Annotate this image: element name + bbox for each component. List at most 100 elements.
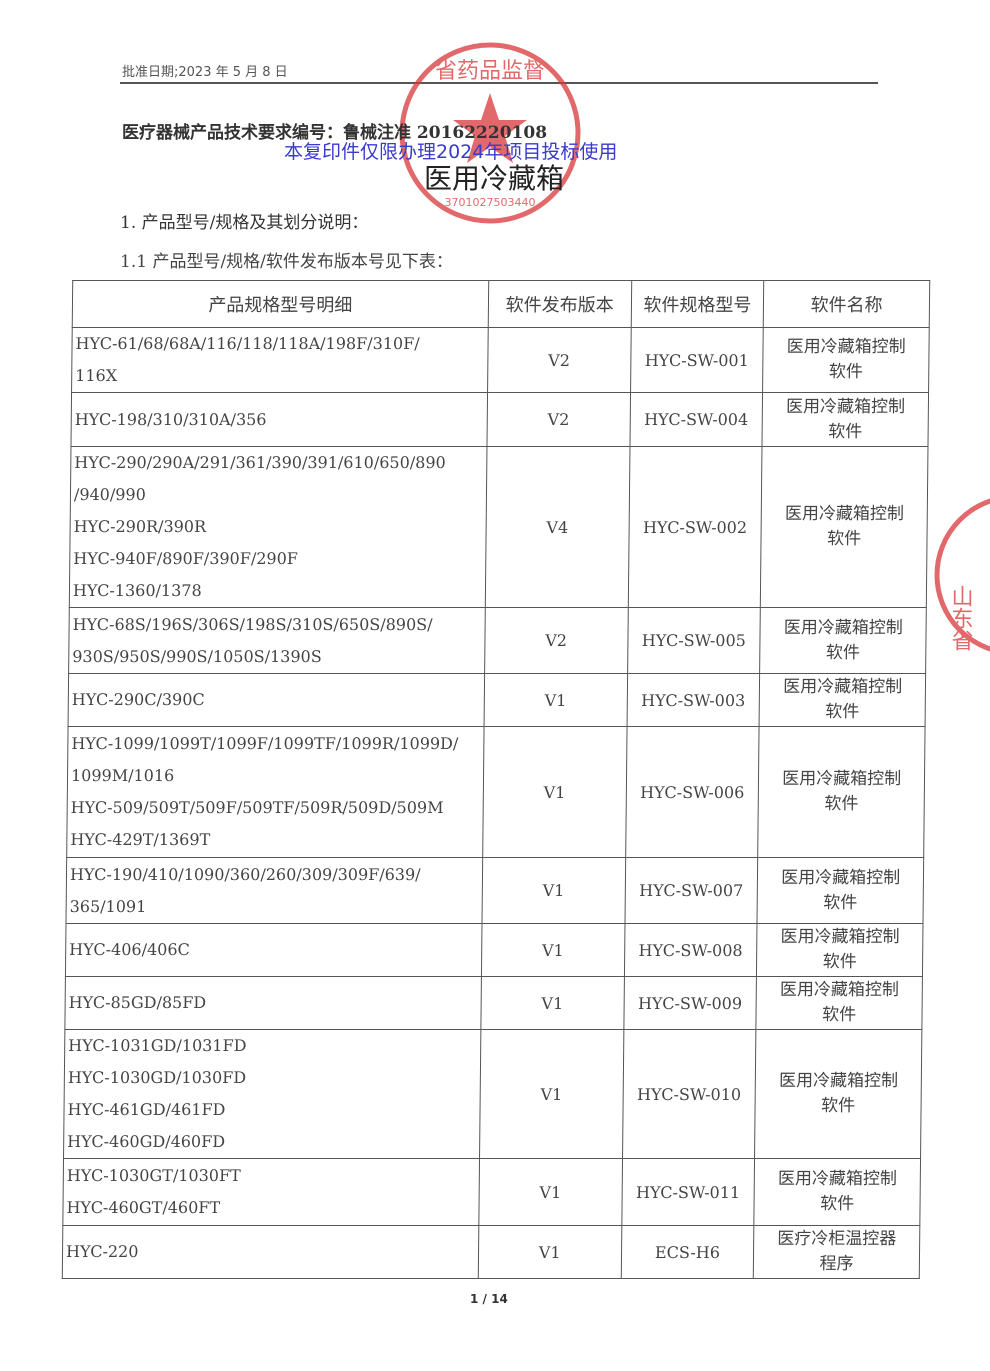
cell-models-line: HYC-61/68/68A/116/118/118A/198F/310F/ — [75, 334, 420, 353]
cell-software-name-line: 医用冷藏箱控制 — [779, 980, 900, 1000]
cell-models: HYC-1099/1099T/1099F/1099TF/1099R/1099D/… — [66, 726, 484, 858]
cell-software-name-line: 软件 — [823, 892, 858, 913]
cell-models-line: HYC-429T/1369T — [70, 830, 211, 849]
cell-software-name: 医疗冷柜温控器 程序 — [753, 1225, 920, 1279]
cell-models-line: HYC-290R/390R — [73, 517, 207, 536]
table-row: HYC-68S/196S/306S/198S/310S/650S/890S/93… — [68, 607, 927, 674]
cell-models-line: HYC-1030GD/1030FD — [67, 1068, 247, 1087]
cell-spec: HYC-SW-006 — [625, 726, 760, 858]
cell-models: HYC-290/290A/291/361/390/391/610/650/890… — [69, 446, 487, 608]
cell-spec: HYC-SW-002 — [627, 446, 763, 608]
cell-software-name: 医用冷藏箱控制 软件 — [757, 857, 924, 924]
table-row: HYC-1030GT/1030FT HYC-460GT/460FT V1 HYC-SW… — [62, 1158, 921, 1226]
cell-software-name-line: 医用冷藏箱控制 — [778, 1071, 899, 1091]
section-heading: 1. 产品型号/规格及其划分说明： — [120, 213, 369, 233]
cell-version: V1 — [479, 1029, 624, 1159]
table-row: HYC-1099/1099T/1099F/1099TF/1099R/1099D/… — [66, 726, 926, 858]
cell-software-name-line: 软件 — [822, 1005, 857, 1025]
cell-models: HYC-1030GT/1030FT HYC-460GT/460FT — [62, 1158, 480, 1226]
watermark-text: 本复印件仅限办理2024年项目投标使用 — [284, 141, 618, 163]
cell-software-name: 医用冷藏箱控制 软件 — [762, 327, 930, 393]
cell-spec: HYC-SW-011 — [621, 1158, 755, 1226]
cell-spec: HYC-SW-003 — [626, 673, 760, 727]
table-row: HYC-290C/390C V1 HYC-SW-003 医用冷藏箱控制 软件 — [68, 673, 926, 727]
cell-software-name: 医用冷藏箱控制 软件 — [759, 673, 926, 727]
cell-version: V4 — [485, 446, 630, 608]
subsection-heading: 1.1 产品型号/规格/软件发布版本号见下表： — [120, 252, 453, 272]
table-row: HYC-61/68/68A/116/118/118A/198F/310F/116… — [71, 327, 930, 393]
cell-software-name: 医用冷藏箱控制 软件 — [762, 392, 929, 447]
cell-spec: HYC-SW-008 — [623, 923, 758, 977]
cell-models: HYC-68S/196S/306S/198S/310S/650S/890S/93… — [68, 607, 486, 674]
cell-version: V1 — [478, 1158, 623, 1226]
header-rule — [120, 82, 878, 84]
table-row: HYC-190/410/1090/360/260/309/309F/639/36… — [65, 857, 924, 924]
software-version-table: 产品规格型号明细 软件发布版本 软件规格型号 软件名称 HYC-61/68/68… — [62, 280, 930, 1279]
cell-models-line: HYC-509/509T/509F/509TF/509R/509D/509M — [70, 798, 444, 817]
header-spec: 软件规格型号 — [630, 280, 765, 328]
cell-spec: HYC-SW-007 — [624, 857, 758, 924]
cell-models: HYC-85GD/85FD — [64, 976, 482, 1030]
cell-models-line: /940/990 — [73, 485, 146, 504]
cell-models: HYC-220 — [62, 1225, 479, 1279]
approval-date: 批准日期;2023 年 5 月 8 日 — [122, 65, 288, 80]
cell-software-name-line: 软件 — [824, 794, 859, 814]
cell-version: V1 — [483, 673, 628, 727]
svg-text:山东省: 山东省 — [948, 585, 974, 651]
cell-models-line: 116X — [75, 366, 118, 385]
cell-models-line: HYC-1360/1378 — [72, 581, 202, 600]
cell-software-name-line: 软件 — [821, 1096, 856, 1116]
cell-models: HYC-1031GD/1031FD HYC-1030GD/1030FD HYC-46… — [63, 1029, 481, 1159]
cell-models: HYC-190/410/1090/360/260/309/309F/639/36… — [65, 857, 483, 924]
cell-version: V2 — [486, 392, 631, 447]
cell-software-name-line: 医用冷藏箱控制 — [785, 396, 906, 417]
table-row: HYC-290/290A/291/361/390/391/610/650/890… — [69, 446, 928, 608]
table-row: HYC-1031GD/1031FD HYC-1030GD/1030FD HYC-46… — [63, 1029, 922, 1159]
cell-models-line: HYC-461GD/461FD — [67, 1100, 226, 1119]
cell-spec: ECS-H6 — [620, 1225, 755, 1279]
cell-spec: HYC-SW-001 — [630, 327, 764, 393]
header-version: 软件发布版本 — [488, 280, 632, 328]
table-row: HYC-85GD/85FD V1 HYC-SW-009 医用冷藏箱控制 软件 — [64, 976, 923, 1030]
table-row: HYC-198/310/310A/356 V2 HYC-SW-004 医用冷藏箱控制软… — [70, 392, 929, 447]
cell-software-name-line: 医用冷藏箱控制 — [783, 617, 903, 638]
cell-software-name-line: 软件 — [827, 529, 862, 549]
cell-version: V1 — [481, 923, 625, 977]
document-title: 医用冷藏箱 — [424, 162, 565, 195]
cell-models-line: HYC-198/310/310A/356 — [74, 409, 267, 429]
cell-software-name-line: 医用冷藏箱控制 — [777, 1169, 898, 1189]
cell-models-line: HYC-1031GD/1031FD — [68, 1036, 247, 1055]
cell-software-name: 医用冷藏箱控制 软件 — [756, 976, 923, 1030]
cell-software-name-line: 医疗冷柜温控器 — [777, 1229, 897, 1249]
cell-models-line: HYC-406/406C — [69, 940, 190, 959]
cell-models-line: HYC-460GD/460FD — [67, 1132, 226, 1151]
table-row: HYC-220 V1 ECS-H6 医疗冷柜温控器 程序 — [62, 1225, 920, 1279]
cell-software-name-line: 软件 — [825, 702, 860, 722]
cell-models-line: HYC-290/290A/291/361/390/391/610/650/890 — [74, 453, 446, 472]
header-models: 产品规格型号明细 — [72, 280, 489, 328]
cell-version: V1 — [482, 726, 627, 858]
cell-software-name-line: 软件 — [828, 421, 863, 442]
cell-spec: HYC-SW-005 — [627, 607, 761, 674]
cell-software-name-line: 软件 — [828, 362, 864, 382]
cell-models-line: HYC-68S/196S/306S/198S/310S/650S/890S/ — [72, 614, 433, 634]
cell-software-name-line: 医用冷藏箱控制 — [781, 867, 901, 888]
cell-models-line: HYC-1030GT/1030FT — [66, 1166, 241, 1185]
cell-version: V2 — [487, 327, 631, 393]
cell-software-name-line: 医用冷藏箱控制 — [780, 927, 900, 947]
cell-models: HYC-290C/390C — [68, 673, 485, 727]
cell-software-name: 医用冷藏箱控制 软件 — [754, 1158, 921, 1226]
cell-software-name: 医用冷藏箱控制 软件 — [760, 446, 928, 608]
cell-models-line: HYC-220 — [65, 1242, 139, 1261]
cell-models-line: HYC-85GD/85FD — [68, 993, 207, 1012]
cell-models-line: HYC-1099/1099T/1099F/1099TF/1099R/1099D/ — [71, 734, 459, 753]
cell-software-name: 医用冷藏箱控制 软件 — [756, 923, 923, 977]
cell-software-name: 医用冷藏箱控制 软件 — [757, 726, 926, 858]
cell-models-line: 365/1091 — [69, 896, 147, 916]
cell-version: V1 — [481, 857, 626, 924]
cell-models-line: HYC-460GT/460FT — [66, 1198, 221, 1217]
cell-version: V1 — [480, 976, 624, 1030]
cell-models-line: HYC-290C/390C — [71, 690, 205, 709]
standard-number: 医疗器械产品技术要求编号：鲁械注准 20162220108 — [122, 123, 548, 143]
cell-models-line: 930S/950S/990S/1050S/1390S — [72, 646, 322, 666]
